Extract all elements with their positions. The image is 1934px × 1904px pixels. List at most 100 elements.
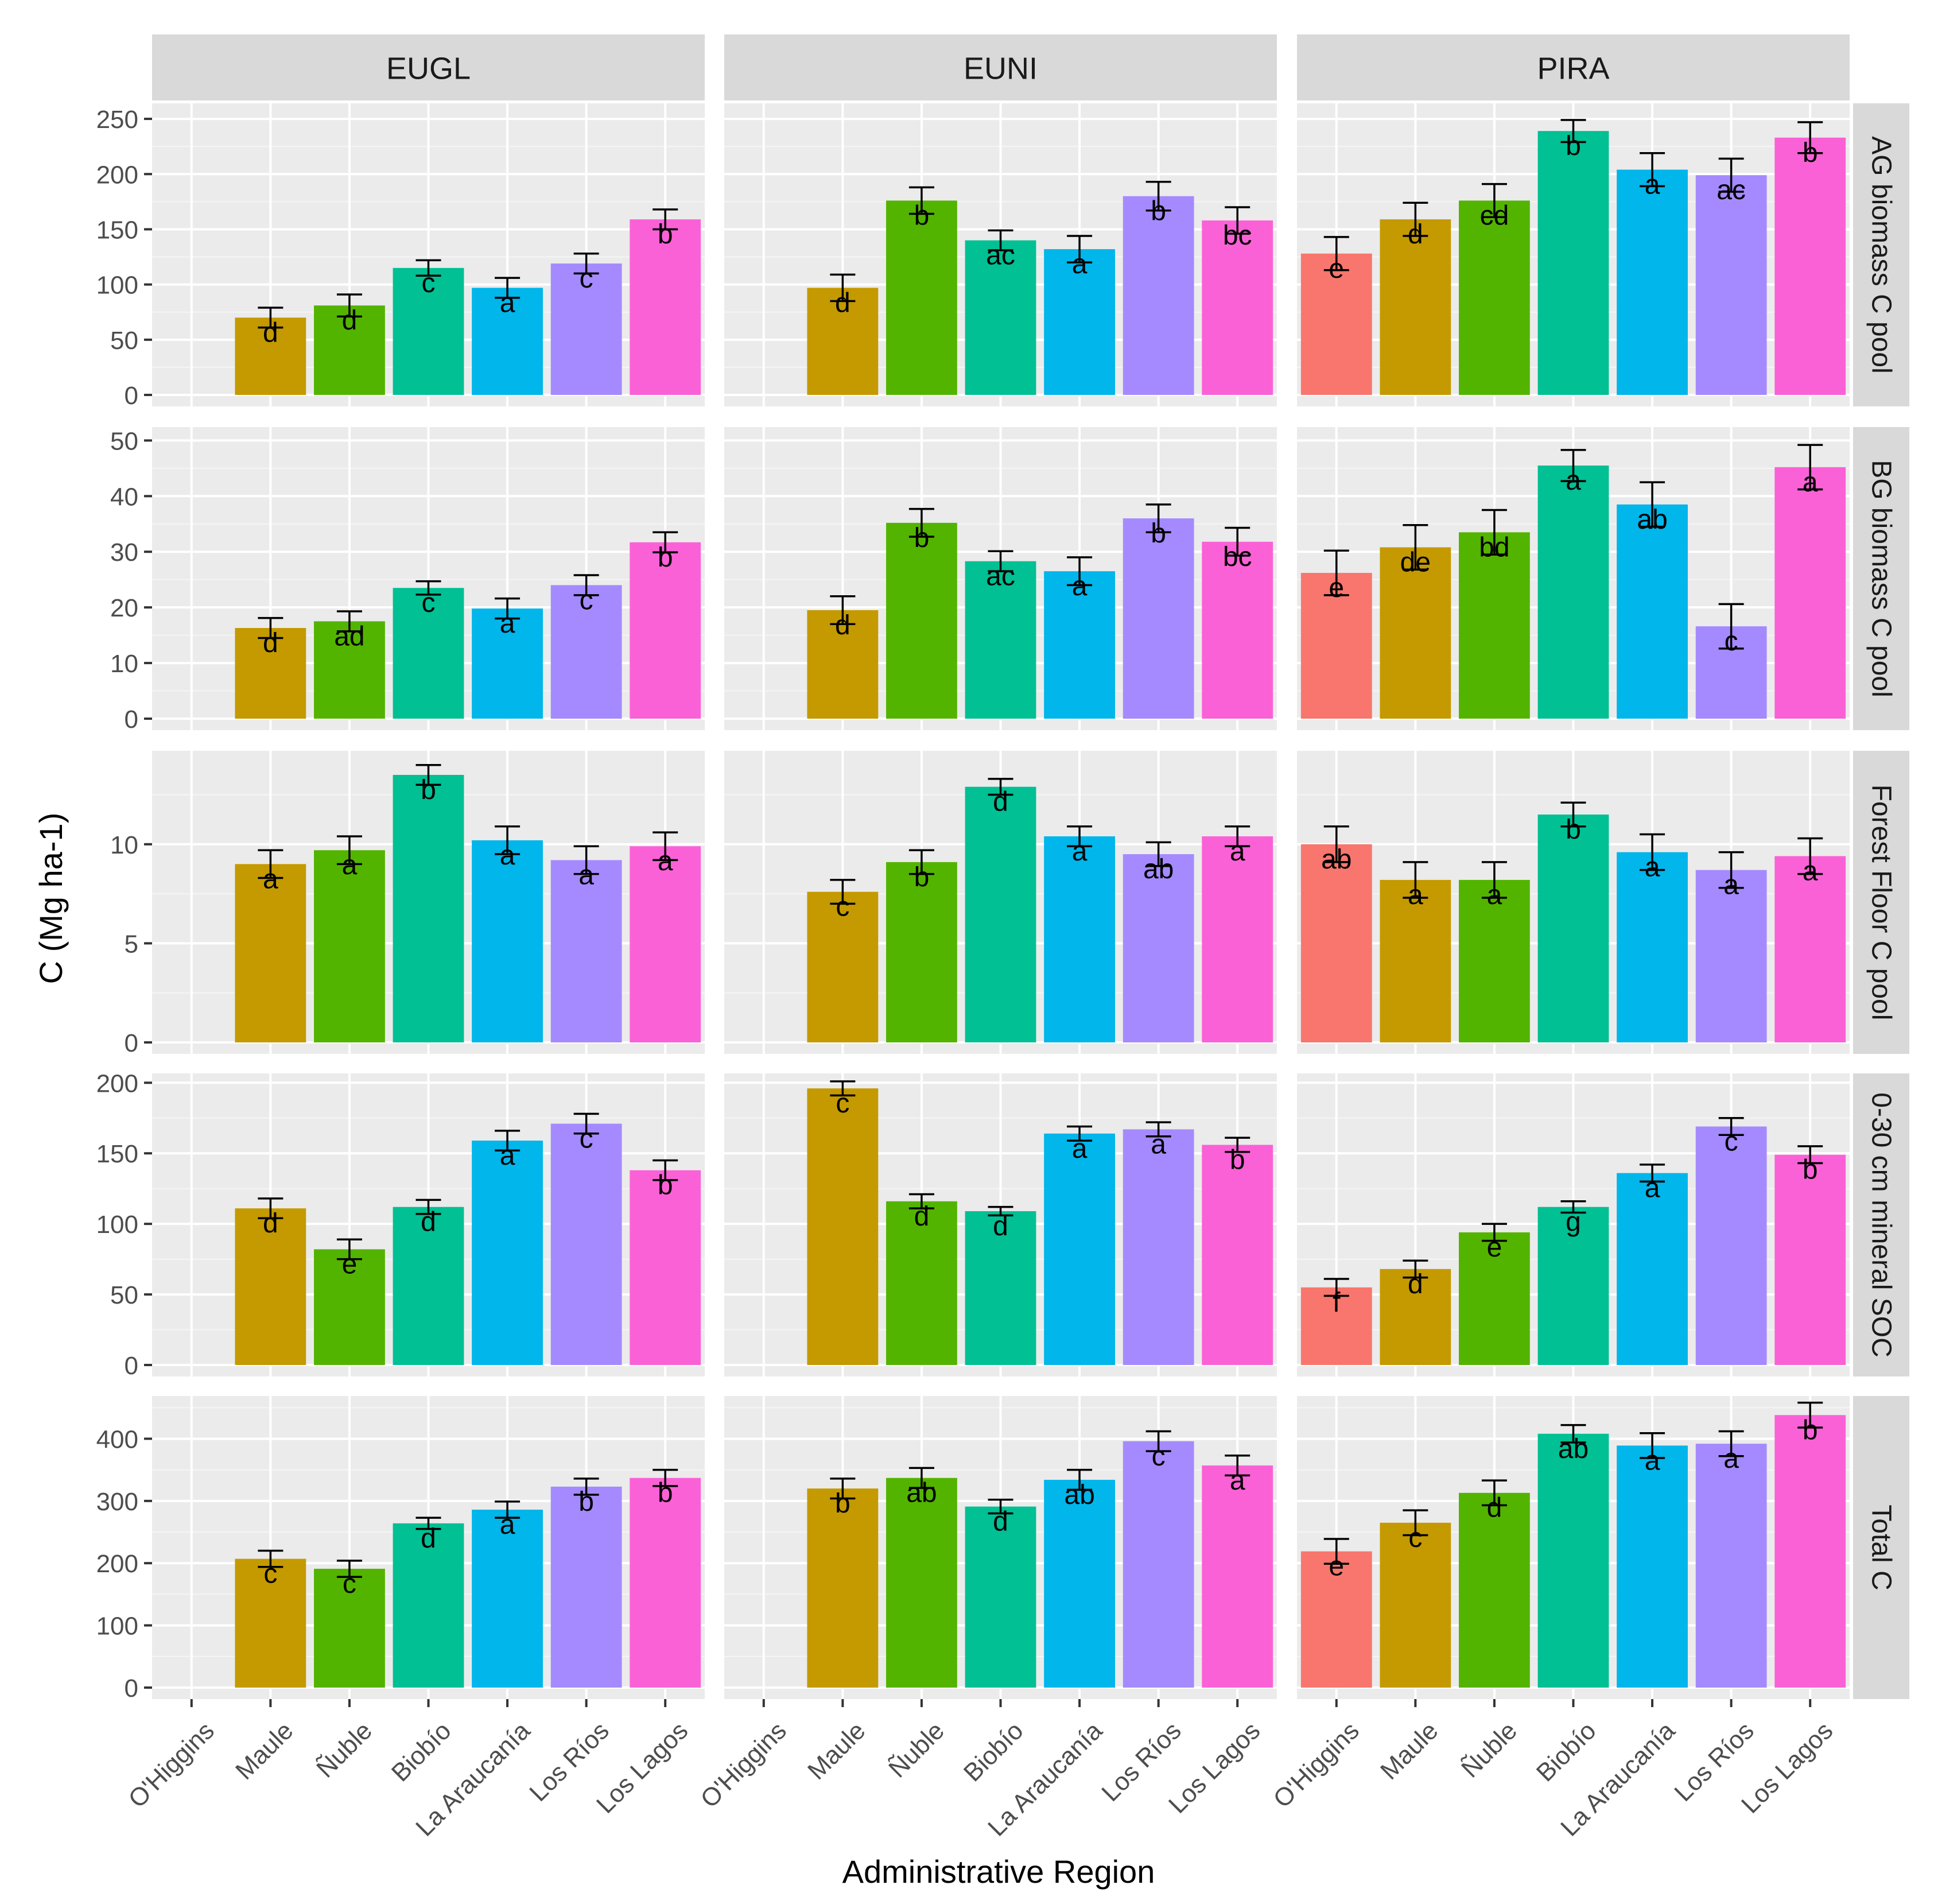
significance-letter: c [580, 1124, 593, 1154]
bar-pira-5-2 [1380, 1522, 1451, 1688]
significance-letter: a [1072, 836, 1088, 867]
bar-eugl-1-2 [235, 317, 306, 395]
y-tick-label: 200 [96, 1069, 138, 1098]
bar-eugl-5-4 [393, 1523, 464, 1688]
bar-pira-4-4 [1537, 1207, 1609, 1365]
significance-letter: bd [1479, 532, 1509, 563]
significance-letter: f [1333, 1288, 1341, 1318]
bar-pira-1-3 [1459, 200, 1530, 395]
bar-eugl-4-3 [314, 1249, 385, 1365]
significance-letter: d [263, 317, 278, 348]
significance-letter: c [580, 263, 593, 294]
significance-letter: c [1725, 626, 1738, 657]
significance-letter: ab [1143, 854, 1174, 885]
bar-euni-4-3 [886, 1201, 957, 1365]
significance-letter: a [1230, 836, 1245, 867]
y-tick-label: 200 [96, 1550, 138, 1578]
significance-letter: d [914, 1201, 930, 1232]
bar-pira-2-4 [1537, 466, 1609, 719]
significance-letter: b [1803, 1415, 1818, 1445]
significance-letter: a [500, 608, 515, 639]
facet-label-row-3: Forest Floor C pool [1866, 785, 1897, 1021]
bar-pira-3-4 [1537, 815, 1609, 1042]
y-tick-label: 400 [96, 1425, 138, 1453]
bar-eugl-2-5 [472, 608, 543, 719]
significance-letter: a [1803, 467, 1818, 498]
facet-strip-row-2 [1853, 427, 1909, 730]
bar-eugl-4-6 [550, 1123, 622, 1365]
significance-letter: d [993, 1211, 1008, 1242]
significance-letter: b [658, 1170, 673, 1201]
y-tick-label: 100 [96, 1612, 138, 1641]
significance-letter: b [914, 523, 930, 553]
significance-letter: a [1723, 870, 1739, 901]
significance-letter: a [1072, 571, 1088, 602]
bar-pira-2-3 [1459, 532, 1530, 719]
bar-eugl-5-2 [235, 1558, 306, 1688]
significance-letter: a [500, 1141, 515, 1171]
bar-euni-5-7 [1202, 1465, 1273, 1688]
bar-euni-4-6 [1123, 1129, 1194, 1365]
bar-euni-3-7 [1202, 836, 1273, 1042]
facet-label-eugl: EUGL [386, 52, 471, 86]
significance-letter: a [1151, 1129, 1166, 1160]
significance-letter: d [835, 288, 851, 318]
significance-letter: a [500, 288, 515, 318]
bar-eugl-2-3 [314, 621, 385, 719]
bar-euni-3-3 [886, 862, 957, 1042]
significance-letter: bc [1223, 220, 1252, 251]
bar-pira-2-1 [1300, 573, 1372, 719]
bar-eugl-4-2 [235, 1208, 306, 1365]
bar-pira-1-2 [1380, 219, 1451, 395]
facet-strip-pira [1297, 34, 1850, 100]
y-tick-label: 300 [96, 1488, 138, 1516]
y-tick-label: 0 [125, 1674, 138, 1703]
bar-euni-3-4 [965, 786, 1036, 1042]
bar-eugl-2-2 [235, 628, 306, 719]
significance-letter: e [1329, 573, 1344, 603]
y-tick-label: 30 [110, 538, 138, 567]
significance-letter: a [1566, 466, 1581, 496]
significance-letter: b [658, 542, 673, 573]
significance-letter: e [1329, 254, 1344, 284]
error-bars [258, 119, 1823, 1578]
y-tick-label: 10 [110, 650, 138, 678]
significance-letter: d [421, 1207, 436, 1238]
bar-pira-2-5 [1617, 504, 1688, 719]
significance-letter: c [580, 585, 593, 615]
bar-eugl-3-2 [235, 864, 306, 1042]
significance-letter: a [500, 1510, 515, 1540]
significance-letter: b [1151, 518, 1166, 549]
bar-pira-1-7 [1774, 137, 1846, 395]
bar-euni-1-5 [1044, 249, 1115, 395]
significance-letter: d [1408, 1269, 1423, 1300]
bar-eugl-4-4 [393, 1207, 464, 1365]
significance-letter: ad [334, 621, 364, 652]
bar-eugl-1-4 [393, 267, 464, 395]
y-tick-label: 0 [125, 1029, 138, 1057]
bar-eugl-1-5 [472, 288, 543, 395]
significance-letter: ac [1716, 175, 1746, 205]
significance-letter: d [1408, 219, 1423, 250]
significance-letter: b [658, 1478, 673, 1509]
facet-label-row-2: BG biomass C pool [1866, 460, 1897, 697]
significance-letter: de [1400, 547, 1431, 577]
bar-euni-3-6 [1123, 854, 1194, 1042]
bar-euni-2-2 [807, 610, 879, 719]
significance-letter: d [342, 305, 358, 336]
bar-eugl-5-7 [630, 1478, 701, 1688]
significance-letter: b [835, 1488, 851, 1519]
y-tick-label: 50 [110, 327, 138, 355]
bar-pira-5-3 [1459, 1492, 1530, 1688]
bar-euni-1-2 [807, 288, 879, 395]
bar-pira-3-7 [1774, 856, 1846, 1042]
bar-pira-1-1 [1300, 253, 1372, 395]
significance-letter: d [993, 787, 1008, 817]
significance-letter: e [1329, 1552, 1344, 1582]
significance-letter: ab [1064, 1480, 1094, 1510]
significance-letter: b [1151, 196, 1166, 227]
significance-letter: a [1645, 1445, 1660, 1476]
bar-pira-5-7 [1774, 1415, 1846, 1688]
